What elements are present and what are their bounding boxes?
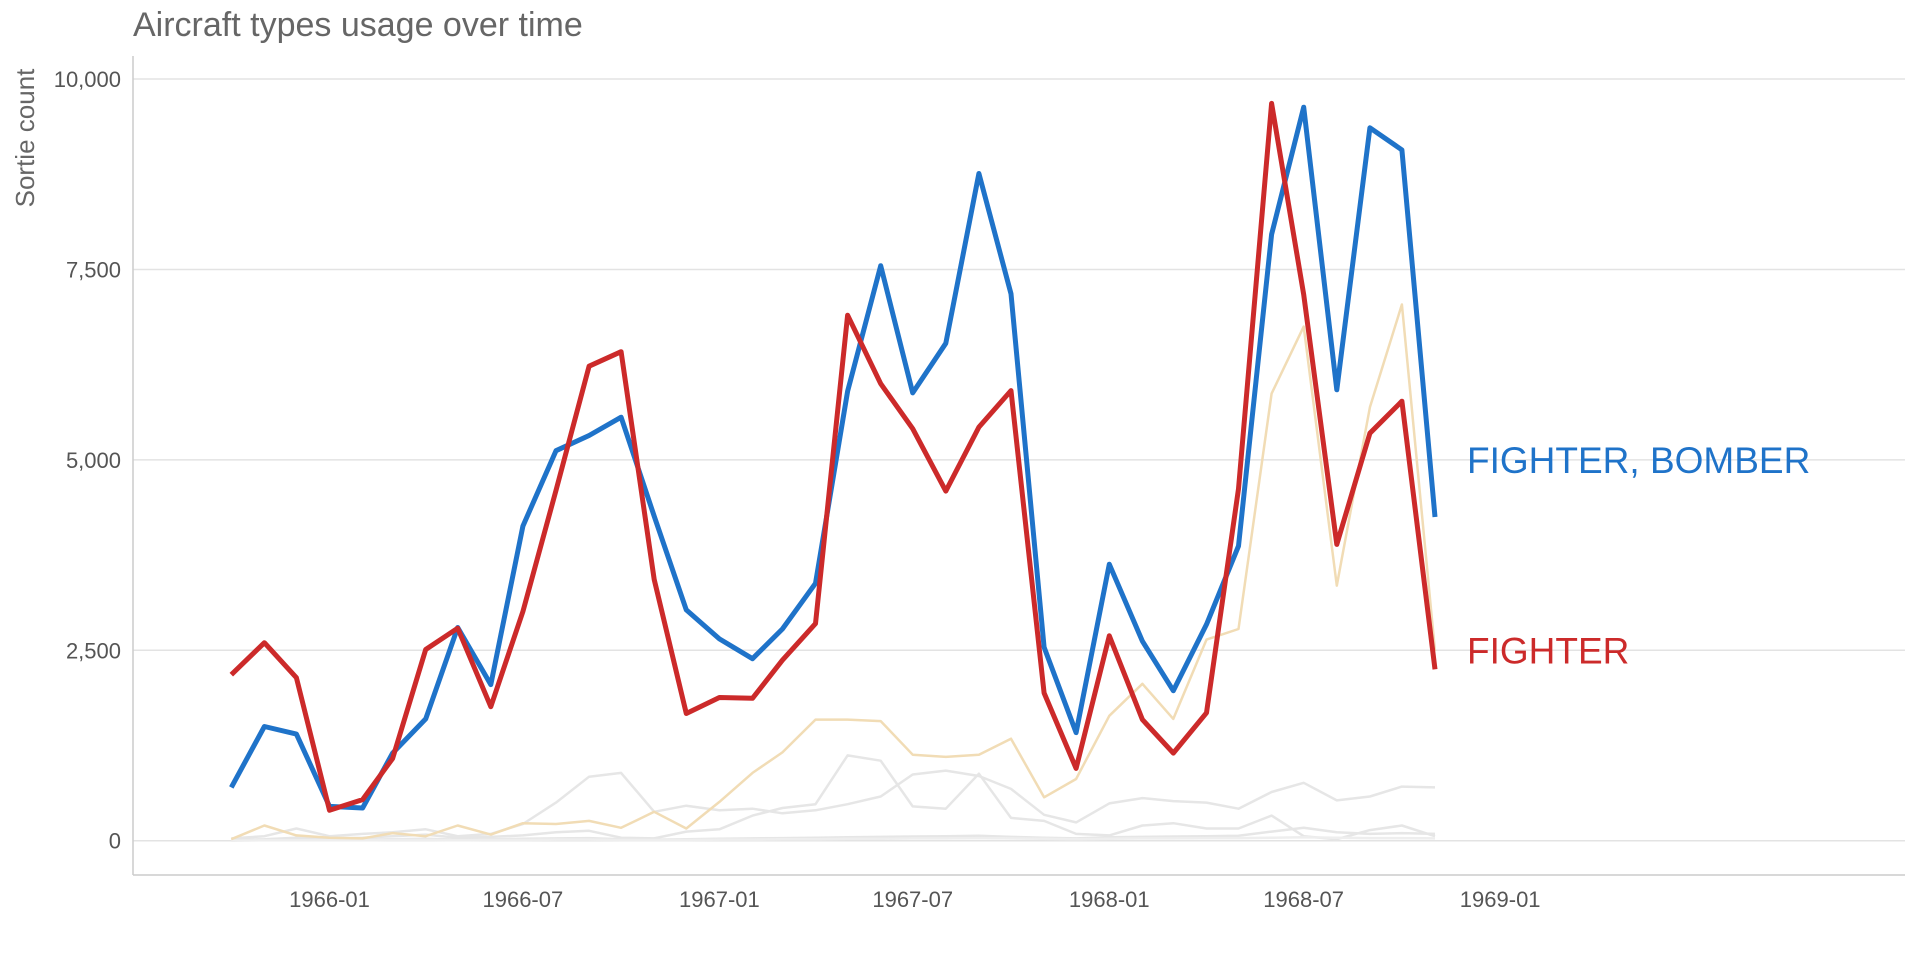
x-tick-label: 1966-01 <box>289 887 370 912</box>
series-line-background <box>230 303 1437 841</box>
series-line-fighter <box>229 100 1438 813</box>
x-tick-label: 1968-07 <box>1263 887 1344 912</box>
y-tick-label: 10,000 <box>54 67 121 92</box>
series-line-background <box>231 836 1436 842</box>
y-tick-label: 5,000 <box>66 448 121 473</box>
x-tick-label: 1967-07 <box>872 887 953 912</box>
x-tick-label: 1969-01 <box>1460 887 1541 912</box>
x-tick-label: 1968-01 <box>1069 887 1150 912</box>
series-labels: FIGHTER, BOMBER FIGHTER <box>1467 440 1810 671</box>
y-tick-label: 2,500 <box>66 638 121 663</box>
x-tick-label: 1967-01 <box>679 887 760 912</box>
y-axis-title: Sortie count <box>10 68 40 208</box>
y-tick-label: 7,500 <box>66 257 121 282</box>
series-lines <box>229 100 1438 842</box>
series-end-label: FIGHTER <box>1467 630 1629 671</box>
series-line-background <box>231 754 1436 842</box>
x-tick-label: 1966-07 <box>482 887 563 912</box>
chart-title: Aircraft types usage over time <box>133 6 583 44</box>
series-end-label: FIGHTER, BOMBER <box>1467 440 1810 481</box>
axes: 0 2,500 5,000 7,500 10,000 1966-01 1966-07 1967… <box>10 56 1905 912</box>
series-line-background <box>231 769 1436 840</box>
y-tick-label: 0 <box>109 829 121 854</box>
